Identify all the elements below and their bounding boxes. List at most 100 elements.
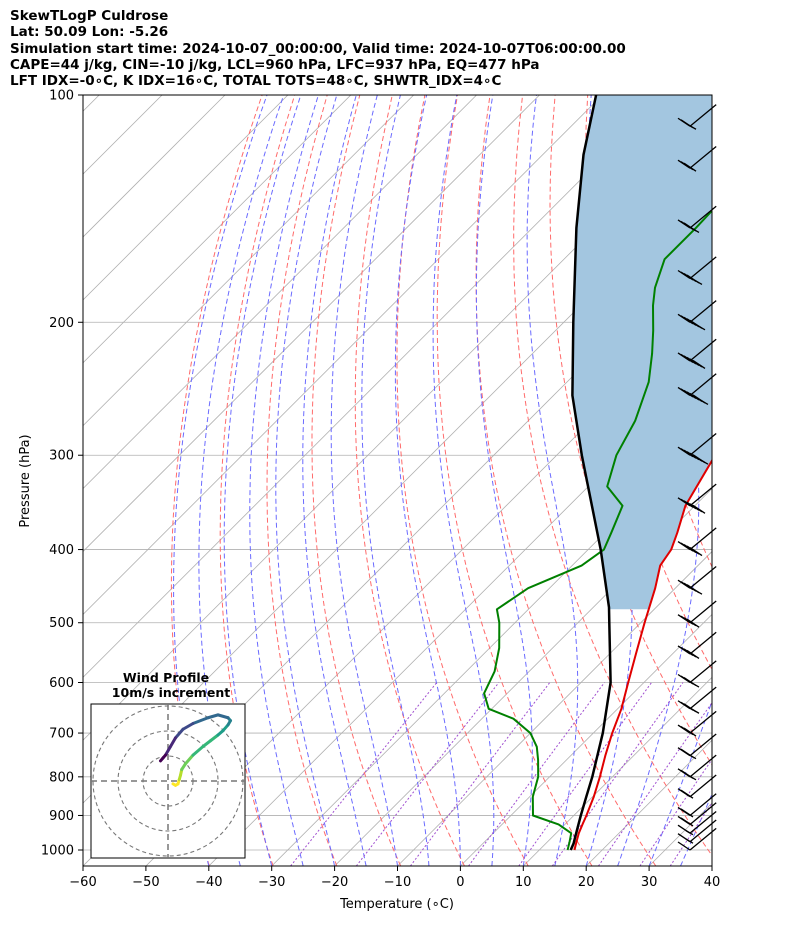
dry-adiabat [170, 95, 263, 866]
x-tick-label: 40 [704, 875, 721, 890]
x-tick-label: −30 [258, 875, 285, 890]
wind-barb [677, 338, 717, 369]
hodograph-inset: Wind Profile 10m/s increment [90, 670, 246, 859]
dry-adiabat [266, 95, 338, 866]
hodo-segment [209, 733, 220, 743]
moist-adiabat [432, 95, 495, 866]
moist-adiabat [330, 95, 398, 866]
barb-feather [680, 808, 694, 818]
hodo-segment [159, 756, 165, 763]
moist-adiabat [275, 95, 338, 866]
barb-feather [686, 618, 700, 628]
wind-barb [677, 660, 717, 688]
hodo-segment [164, 745, 172, 757]
inset-plot [91, 704, 245, 858]
wind-barb [677, 686, 717, 714]
moist-adiabat [648, 699, 712, 866]
moist-adiabat [249, 95, 319, 866]
isotherm-line [397, 550, 712, 866]
time-line: Simulation start time: 2024-10-07_00:00:… [10, 40, 626, 57]
dry-adiabat [751, 95, 794, 866]
isotherm-line [523, 676, 712, 866]
dry-adiabat [718, 95, 794, 866]
moist-adiabat [475, 95, 533, 866]
y-tick-label: 900 [49, 809, 74, 824]
mixing-ratio-line [669, 802, 712, 866]
isotherm-line [271, 425, 712, 866]
dry-adiabat [436, 95, 593, 866]
dry-adiabat [311, 95, 402, 866]
chart-header: SkewTLogP Culdrose Lat: 50.09 Lon: -5.26… [10, 8, 626, 89]
isotherm-line [711, 865, 712, 866]
mixing-ratio-line [518, 682, 653, 866]
wind-barb [677, 754, 717, 781]
barb-feather [683, 727, 697, 737]
hodo-segment [184, 753, 195, 766]
isotherm-line [83, 95, 414, 427]
moist-adiabat [526, 95, 579, 866]
indices-line-2: LFT IDX=-0∘C, K IDX=16∘C, TOTAL TOTS=48∘… [10, 73, 502, 90]
y-tick-label: 700 [49, 727, 74, 742]
moist-adiabat [711, 864, 712, 866]
moist-adiabat [361, 95, 430, 866]
x-tick-label: 0 [456, 875, 464, 890]
x-tick-label: −20 [321, 875, 348, 890]
x-axis-label: Temperature (∘C) [339, 897, 454, 912]
cape-fill-layer [570, 95, 712, 850]
axes: −60 −50 −40 −30 −20 −10 0 10 20 30 40 100 200 300 400 5… [41, 89, 720, 891]
wind-barb [677, 566, 717, 595]
location-line: Lat: 50.09 Lon: -5.26 [10, 24, 169, 41]
x-tick-label: 30 [641, 875, 658, 890]
barb-half-feather [688, 754, 697, 760]
inset-title: Wind Profile [123, 670, 209, 685]
barb-feather [683, 162, 697, 172]
wind-barb [677, 527, 717, 557]
wind-barb [677, 300, 717, 331]
hodo-ring [117, 730, 219, 832]
x-tick-label: 20 [578, 875, 595, 890]
barb-half-feather [700, 399, 709, 406]
x-tick-label: −50 [132, 875, 159, 890]
isotherm-line [83, 95, 289, 301]
dry-adiabat [219, 95, 296, 866]
profile-lines-layer [483, 95, 712, 851]
y-tick-label: 400 [49, 543, 74, 558]
barb-half-feather [694, 589, 703, 595]
wind-barb [677, 373, 717, 406]
moist-adiabat [394, 95, 461, 866]
hodo-segment [206, 713, 220, 720]
y-tick-label: 300 [49, 449, 74, 464]
barb-half-feather [691, 708, 700, 714]
barb-half-feather [688, 775, 697, 781]
dry-adiabat [354, 95, 465, 866]
dry-adiabat [549, 95, 712, 766]
barb-feather [680, 817, 694, 827]
hodo-segment [216, 713, 230, 720]
dry-adiabat [475, 95, 657, 866]
parcel-line [569, 95, 612, 851]
barb-feather [689, 547, 703, 557]
y-tick-label: 100 [49, 89, 74, 104]
barb-half-feather [688, 124, 697, 130]
hodo-segment [174, 727, 185, 740]
isotherm-line [83, 95, 100, 112]
y-tick-label: 500 [49, 616, 74, 631]
mixing-ratio-line [468, 682, 605, 866]
y-tick-label: 1000 [41, 844, 74, 859]
isotherm-line [83, 95, 540, 553]
dry-adiabat [783, 95, 794, 866]
mixing-ratio-line [290, 682, 438, 866]
barb-feather [677, 841, 691, 851]
wind-barb [677, 802, 717, 827]
barb-half-feather [685, 838, 694, 844]
isotherm-line [460, 613, 712, 866]
hodo-segment [181, 722, 195, 731]
x-tick-label: 10 [515, 875, 532, 890]
indices-line-1: CAPE=44 j/kg, CIN=-10 j/kg, LCL=960 hPa,… [10, 56, 540, 73]
moist-adiabat [617, 95, 700, 866]
barb-half-feather [694, 279, 703, 286]
barb-half-feather [691, 682, 700, 688]
isotherm-line [83, 95, 477, 490]
hodo-segment [191, 716, 210, 725]
barb-half-feather [697, 325, 706, 331]
